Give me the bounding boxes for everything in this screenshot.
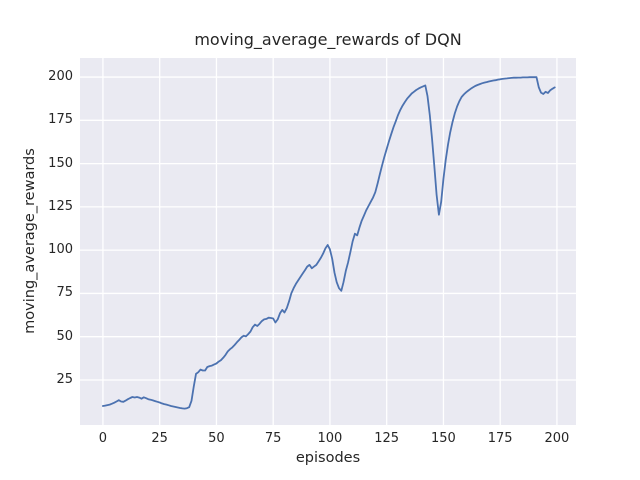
y-tick-label: 200 [48,69,73,85]
x-tick-label: 150 [431,431,456,446]
x-tick-label: 50 [208,431,225,446]
y-tick-label: 25 [56,371,73,387]
x-axis-label: episodes [295,450,361,466]
x-tick-label: 0 [98,431,108,446]
y-tick-label: 175 [48,112,73,128]
y-tick-label: 100 [48,242,73,258]
x-tick-label: 200 [544,431,570,446]
y-tick-label: 150 [48,155,73,171]
x-tick-label: 125 [374,431,400,446]
y-tick-label: 50 [56,328,73,344]
data-line [102,76,556,410]
x-tick-label: 25 [151,431,168,446]
x-tick-label: 175 [487,431,513,446]
y-tick-label: 75 [56,285,73,301]
x-tick-label: 75 [264,431,282,446]
plot-area [80,58,576,425]
x-tick-label: 100 [317,431,343,446]
chart-title: moving_average_rewards of DQN [194,30,462,49]
y-axis-label: moving_average_rewards [22,148,38,334]
y-tick-label: 125 [48,198,73,214]
